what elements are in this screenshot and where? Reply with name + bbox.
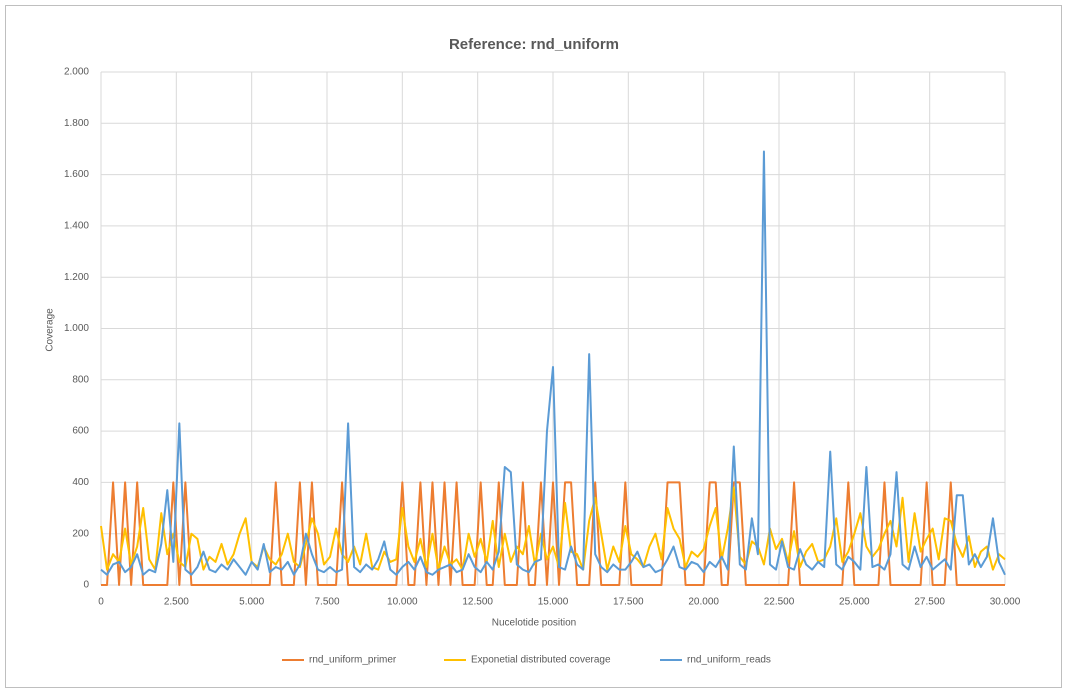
y-tick-label: 1.800: [64, 118, 89, 129]
x-tick-label: 25.000: [839, 597, 870, 608]
x-tick-label: 20.000: [688, 597, 719, 608]
y-tick-label: 200: [72, 528, 89, 539]
y-axis-label: Coverage: [45, 308, 56, 352]
x-tick-label: 27.500: [914, 597, 945, 608]
y-tick-label: 1.000: [64, 323, 89, 334]
y-tick-label: 800: [72, 374, 89, 385]
chart-title: Reference: rnd_uniform: [449, 36, 619, 53]
x-tick-label: 12.500: [462, 597, 493, 608]
y-tick-label: 1.600: [64, 169, 89, 180]
x-tick-label: 7.500: [314, 597, 339, 608]
x-tick-label: 5.000: [239, 597, 264, 608]
x-axis-label: Nucelotide position: [492, 618, 577, 629]
y-tick-label: 1.200: [64, 272, 89, 283]
x-tick-label: 0: [98, 597, 104, 608]
x-tick-label: 17.500: [613, 597, 644, 608]
series-line: [101, 481, 1005, 586]
x-tick-label: 30.000: [990, 597, 1021, 608]
x-tick-label: 22.500: [764, 597, 795, 608]
x-tick-label: 15.000: [538, 597, 569, 608]
x-tick-label: 2.500: [164, 597, 189, 608]
legend-label: rnd_uniform_primer: [309, 655, 397, 666]
series-line: [100, 150, 1006, 576]
y-tick-label: 0: [83, 580, 89, 591]
legend-label: Exponetial distributed coverage: [471, 655, 611, 666]
y-tick-label: 600: [72, 426, 89, 437]
x-tick-label: 10.000: [387, 597, 418, 608]
y-tick-label: 400: [72, 477, 89, 488]
y-tick-label: 1.400: [64, 221, 89, 232]
legend-label: rnd_uniform_reads: [687, 655, 771, 666]
y-tick-label: 2.000: [64, 67, 89, 78]
chart-border: [5, 5, 1062, 688]
